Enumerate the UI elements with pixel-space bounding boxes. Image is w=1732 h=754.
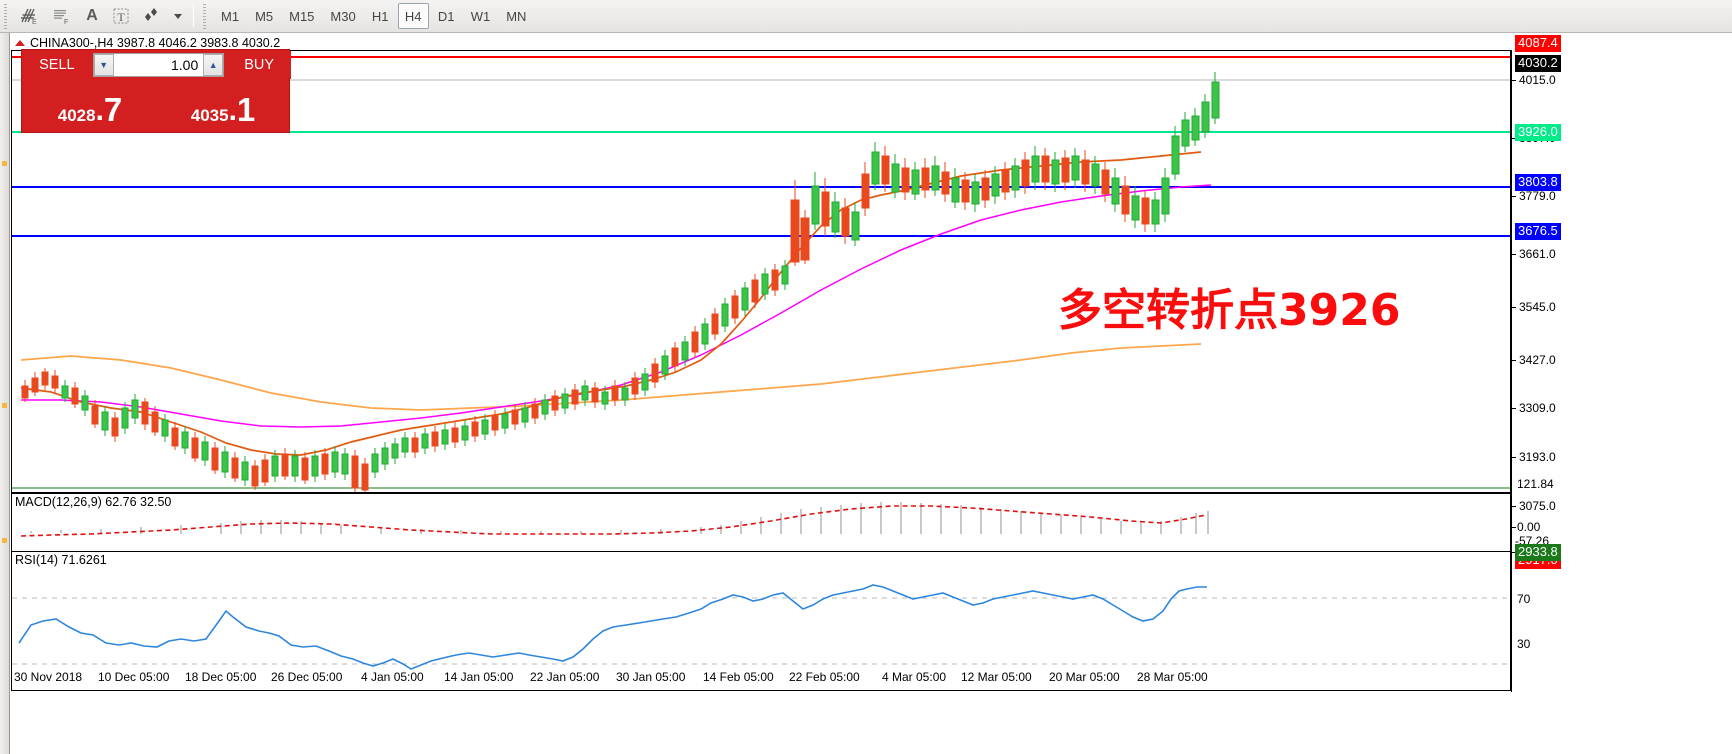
- trade-controls-row: SELL ▼ 1.00 ▲ BUY: [22, 50, 291, 80]
- svg-text:E: E: [32, 19, 37, 26]
- timeframe-d1[interactable]: D1: [437, 8, 455, 24]
- volume-increase-icon[interactable]: ▲: [203, 54, 224, 76]
- price-tick-3193: 3193.0: [1519, 450, 1556, 464]
- time-tick-6: 22 Jan 05:00: [530, 670, 600, 684]
- sell-button[interactable]: SELL: [25, 51, 89, 79]
- ma-fast-line: [20, 151, 1202, 456]
- ask-decimal: 1: [236, 91, 256, 128]
- price-tick-3309: 3309.0: [1519, 401, 1556, 415]
- price-tick-3661: 3661.0: [1519, 247, 1556, 261]
- trend-up-icon: [15, 40, 25, 46]
- price-axis-line: [1511, 50, 1512, 692]
- timeframe-h1[interactable]: H1: [371, 8, 389, 24]
- objects-icon[interactable]: [136, 3, 168, 30]
- price-badge-3926: 3926.0: [1515, 124, 1561, 141]
- quote-row: 4028 . 7 4035 . 1: [22, 81, 291, 133]
- left-rail: [0, 33, 10, 754]
- macd-axis-max: 121.84: [1517, 477, 1554, 491]
- timeframe-m30[interactable]: M30: [330, 8, 356, 24]
- macd-indicator-label: MACD(12,26,9) 62.76 32.50: [15, 495, 172, 509]
- time-tick-9: 22 Feb 05:00: [789, 670, 860, 684]
- macd-pane[interactable]: [11, 493, 1511, 553]
- toolbar-divider: [193, 5, 194, 27]
- rsi-pane[interactable]: [11, 551, 1511, 691]
- bid-dot: .: [95, 94, 104, 127]
- chart-window: CHINA300-,H4 3987.8 4046.2 3983.8 4030.2: [0, 33, 1732, 754]
- time-tick-10: 4 Mar 05:00: [882, 670, 947, 684]
- price-badge-3803: 3803.8: [1515, 174, 1561, 191]
- rsi-line: [18, 584, 1207, 670]
- volume-input[interactable]: 1.00: [171, 57, 199, 73]
- time-tick-11: 12 Mar 05:00: [961, 670, 1032, 684]
- ma-mid-line: [21, 184, 1212, 428]
- symbol-ohlc-header: CHINA300-,H4 3987.8 4046.2 3983.8 4030.2: [15, 36, 280, 50]
- time-tick-13: 28 Mar 05:00: [1137, 670, 1208, 684]
- main-toolbar: E F A T: [0, 0, 1732, 33]
- ask-integer: 4035: [190, 106, 229, 125]
- indicators-icon[interactable]: E: [14, 3, 46, 30]
- time-tick-0: 30 Nov 2018: [14, 670, 83, 684]
- ask-price-box[interactable]: 4035 . 1: [158, 81, 288, 130]
- time-tick-8: 14 Feb 05:00: [703, 670, 774, 684]
- ma-slow-line: [20, 343, 1202, 411]
- text-icon[interactable]: A: [86, 7, 98, 24]
- timeframe-m15[interactable]: M15: [289, 8, 315, 24]
- price-tick-4015: 4015.0: [1519, 73, 1556, 87]
- toolbar-gripper-1[interactable]: [2, 3, 11, 29]
- volume-decrease-icon[interactable]: ▼: [93, 54, 114, 76]
- price-tick-3545: 3545.0: [1519, 300, 1556, 314]
- chart-canvas[interactable]: CHINA300-,H4 3987.8 4046.2 3983.8 4030.2: [11, 33, 1732, 754]
- time-tick-7: 30 Jan 05:00: [616, 670, 686, 684]
- timeframe-m5[interactable]: M5: [255, 8, 274, 24]
- price-badge-bid: 2933.8: [1515, 544, 1561, 561]
- time-tick-2: 18 Dec 05:00: [185, 670, 257, 684]
- objects-dropdown-icon[interactable]: [168, 3, 188, 30]
- rsi-indicator-label: RSI(14) 71.6261: [15, 553, 107, 567]
- time-tick-4: 4 Jan 05:00: [361, 670, 424, 684]
- time-axis-line: [11, 691, 1511, 693]
- macd-axis-zero: 0.00: [1517, 520, 1541, 534]
- symbol-ohlc-text: CHINA300-,H4 3987.8 4046.2 3983.8 4030.2: [30, 36, 281, 50]
- bid-decimal: 7: [103, 91, 123, 128]
- periodicity-icon[interactable]: F: [46, 3, 78, 30]
- toolbar-gripper-2[interactable]: [201, 3, 210, 29]
- price-badge-3676: 3676.5: [1515, 223, 1561, 240]
- time-tick-3: 26 Dec 05:00: [271, 670, 343, 684]
- price-tick-3427: 3427.0: [1519, 353, 1556, 367]
- timeframe-w1[interactable]: W1: [470, 8, 491, 24]
- timeframe-m1[interactable]: M1: [221, 8, 240, 24]
- volume-stepper[interactable]: ▼ 1.00 ▲: [92, 53, 225, 77]
- svg-text:F: F: [64, 19, 68, 26]
- one-click-trading-panel[interactable]: SELL ▼ 1.00 ▲ BUY 4028 . 7 4035: [21, 49, 291, 133]
- rsi-axis-30: 30: [1517, 637, 1531, 651]
- macd-signal-line: [20, 505, 1207, 537]
- buy-button[interactable]: BUY: [227, 51, 291, 79]
- candlestick-series: [21, 72, 1220, 492]
- text-label-icon[interactable]: T: [106, 3, 136, 30]
- chart-annotation: 多空转折点3926: [1058, 285, 1401, 336]
- price-badge-last: 4030.2: [1515, 55, 1561, 72]
- timeframe-mn[interactable]: MN: [506, 8, 527, 24]
- svg-text:T: T: [117, 10, 125, 24]
- time-tick-5: 14 Jan 05:00: [444, 670, 514, 684]
- ask-dot: .: [228, 94, 237, 127]
- price-tick-3075: 3075.0: [1519, 499, 1556, 513]
- timeframe-h4[interactable]: H4: [397, 3, 429, 29]
- bid-integer: 4028: [57, 106, 96, 125]
- bid-price-box[interactable]: 4028 . 7: [25, 81, 155, 130]
- rsi-axis-70: 70: [1517, 592, 1531, 606]
- time-tick-12: 20 Mar 05:00: [1049, 670, 1120, 684]
- price-badge-high: 4087.4: [1515, 35, 1561, 52]
- price-tick-3779: 3779.0: [1519, 189, 1556, 203]
- time-tick-1: 10 Dec 05:00: [98, 670, 170, 684]
